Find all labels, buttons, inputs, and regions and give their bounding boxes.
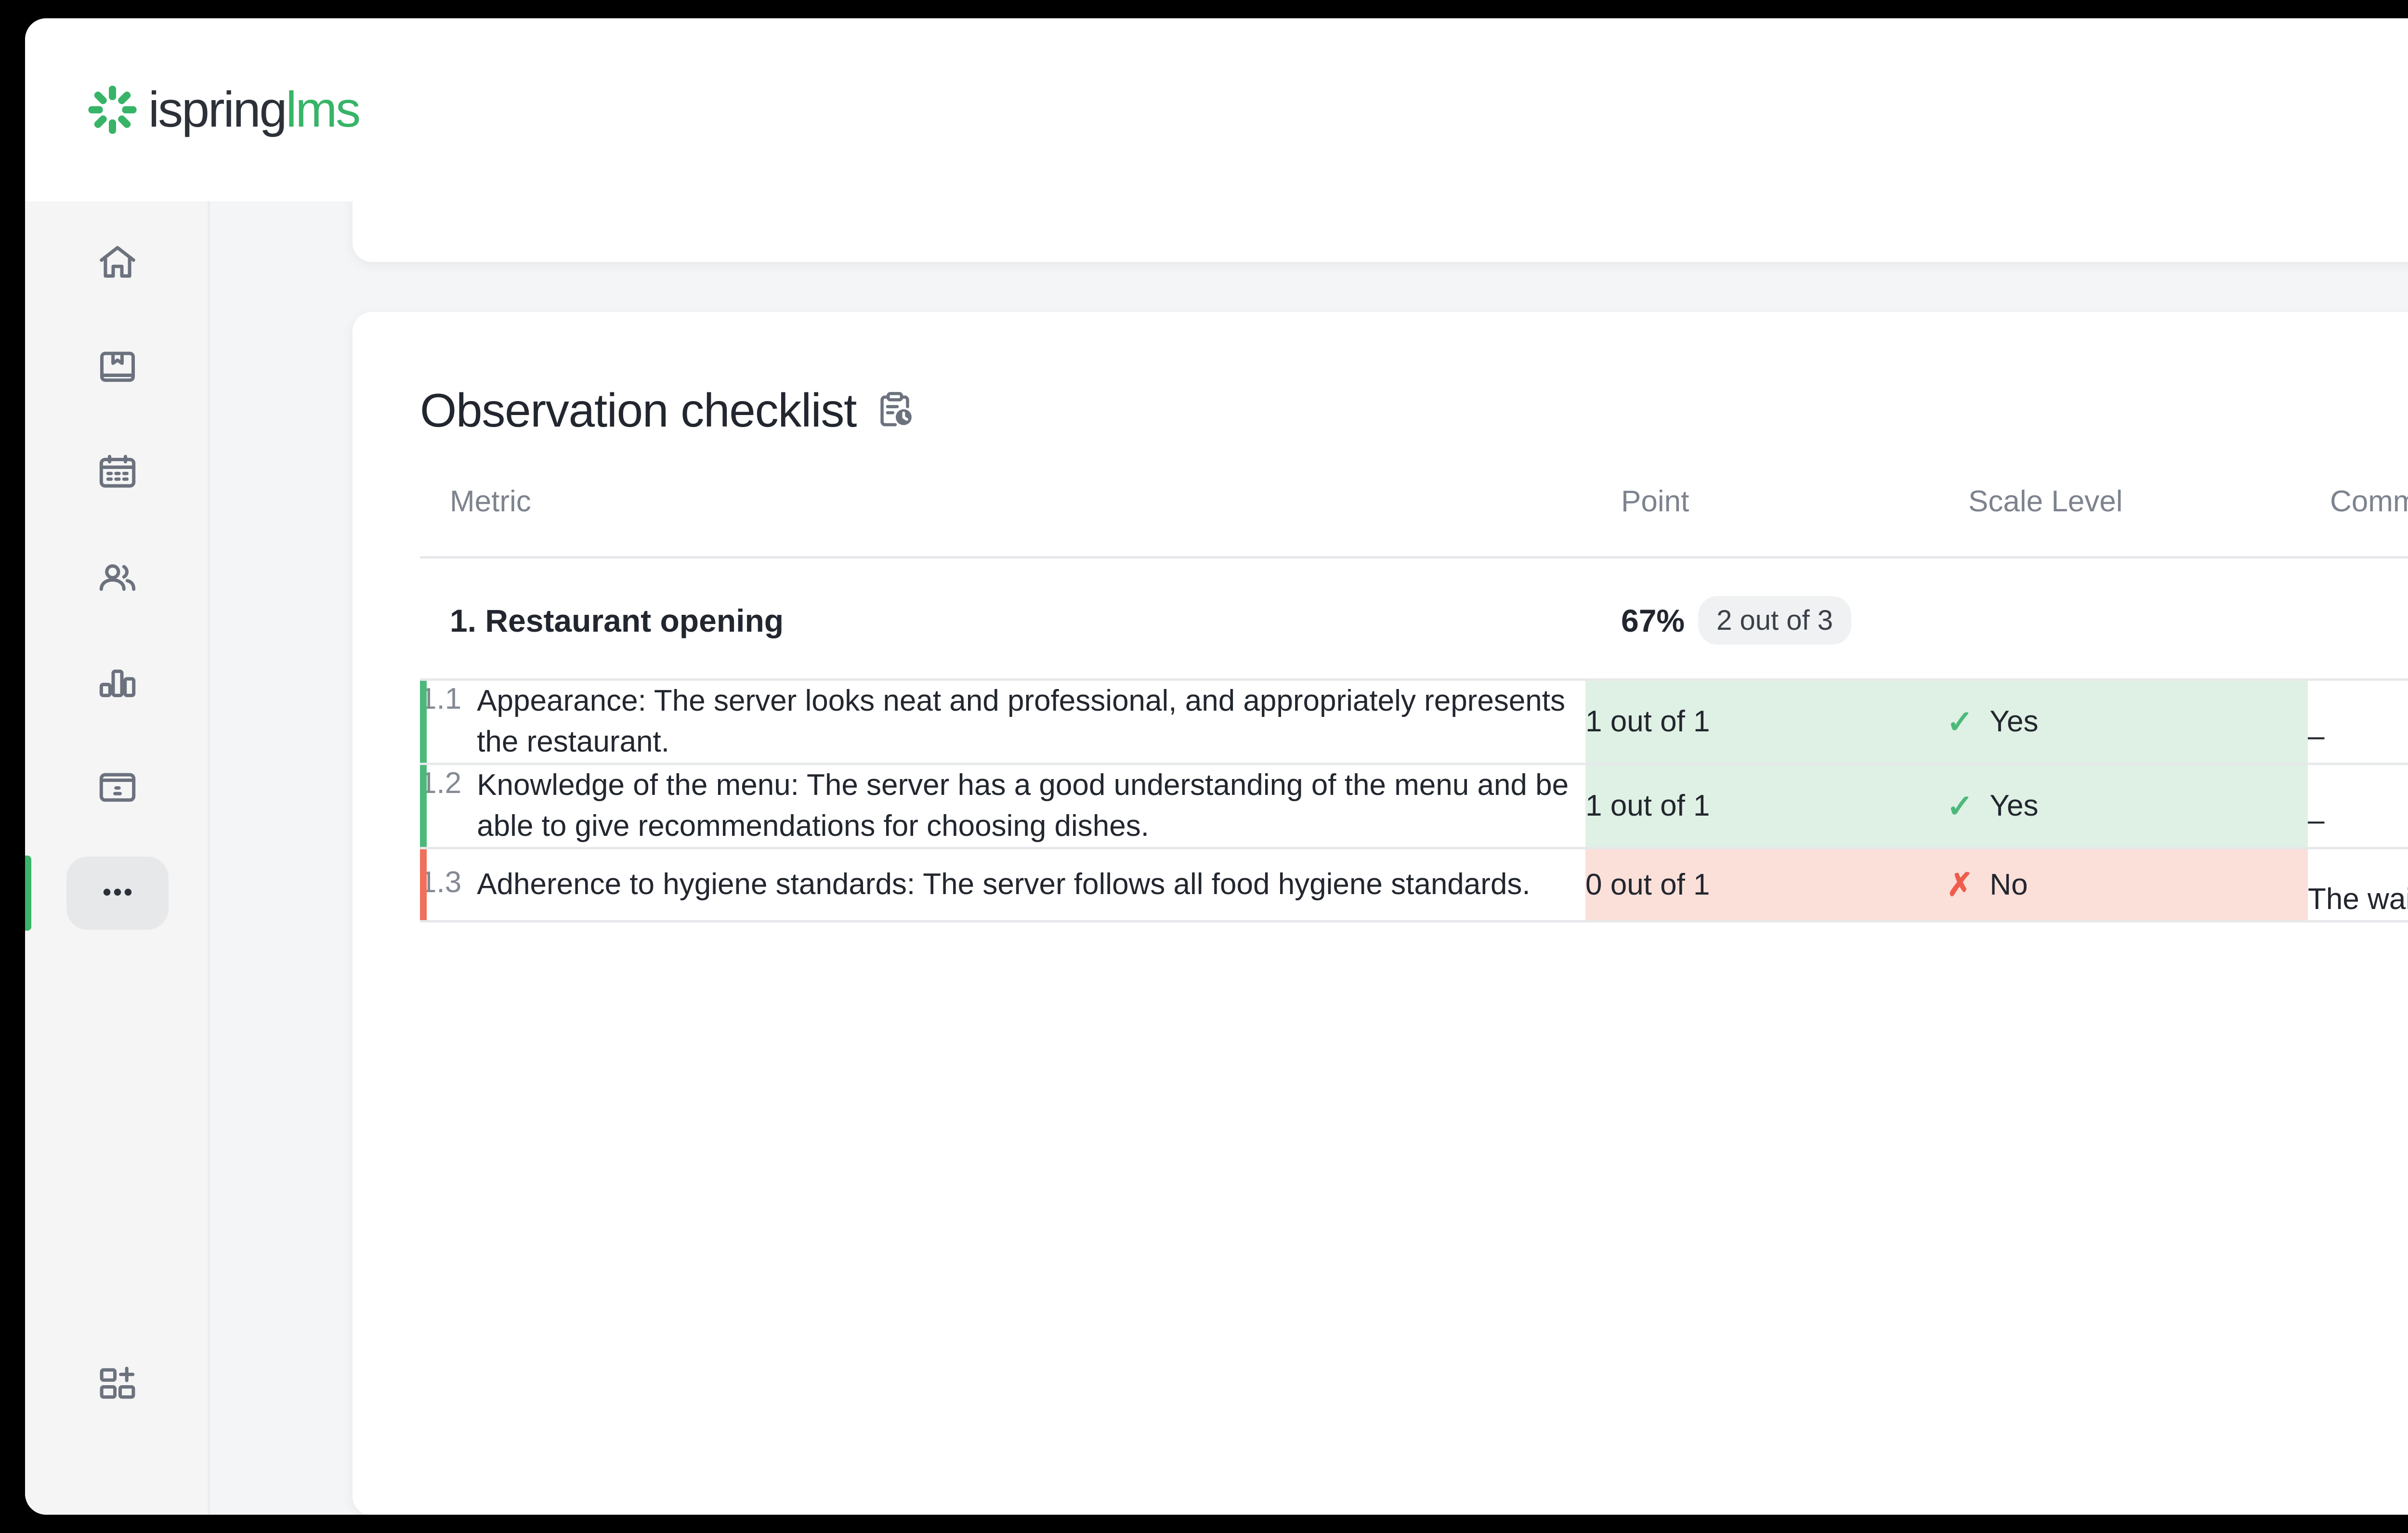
scale-level-value: No <box>1989 868 2028 901</box>
metric-cell: 1.3 Adherence to hygiene standards: The … <box>420 848 1585 922</box>
scale-level-cell: ✓ Yes <box>1947 679 2308 765</box>
metric-number: 1.3 <box>420 865 462 899</box>
brand-name-dark: ispring <box>148 81 287 138</box>
comments-cell: – <box>2308 679 2408 765</box>
main-content: Observation checklist <box>210 201 2408 1515</box>
section-score-cell: 67% 2 out of 3 <box>1585 557 2408 681</box>
sidebar-secondary-nav <box>25 1333 210 1438</box>
scale-level-value: Yes <box>1989 705 2039 739</box>
bar-chart-icon <box>95 660 140 707</box>
sidebar-item-more[interactable] <box>25 841 210 946</box>
row-status-accent <box>420 681 427 763</box>
sidebar-item-add-app[interactable] <box>25 1333 210 1438</box>
clipboard-clock-icon <box>873 389 917 433</box>
brand-name-green: lms <box>286 81 361 138</box>
column-header-comments: Comments <box>2308 476 2408 559</box>
section-title: 1. Restaurant opening <box>450 602 784 638</box>
metric-text: Adherence to hygiene standards: The serv… <box>477 867 1531 901</box>
calendar-icon <box>95 450 140 497</box>
metric-text: Knowledge of the menu: The server has a … <box>477 768 1569 843</box>
comments-cell: The waiter didn't use a tray to carry fo… <box>2308 848 2408 922</box>
metric-cell: 1.1 Appearance: The server looks neat an… <box>420 679 1585 765</box>
status-badge: 2 out of 3 <box>1698 596 1851 645</box>
previous-card-partial <box>353 201 2408 262</box>
metric-cell: 1.2 Knowledge of the menu: The server ha… <box>420 764 1585 849</box>
checklist-title-group: Observation checklist <box>420 383 917 438</box>
brand-logo[interactable]: ispringlms <box>87 81 361 139</box>
point-cell: 0 out of 1 <box>1585 848 1947 922</box>
table-header: Metric Point Scale Level Comments <box>420 476 2408 559</box>
column-header-scale: Scale Level <box>1947 476 2308 559</box>
check-icon: ✓ <box>1947 703 1974 740</box>
sidebar-item-news[interactable] <box>25 736 210 841</box>
page-title: Observation checklist <box>420 384 857 437</box>
section-title-cell: 1. Restaurant opening <box>420 557 1585 681</box>
metric-number: 1.1 <box>420 682 462 715</box>
point-cell: 1 out of 1 <box>1585 679 1947 765</box>
brand-wordmark: ispringlms <box>148 81 361 139</box>
column-header-metric: Metric <box>420 476 1585 559</box>
book-icon <box>95 345 140 392</box>
metric-text: Appearance: The server looks neat and pr… <box>477 684 1565 758</box>
comment-text: The waiter didn't use a tray to carry fo… <box>2308 882 2408 916</box>
body-area: Observation checklist <box>25 201 2408 1515</box>
ellipsis-icon <box>95 870 140 917</box>
row-status-accent <box>420 765 427 847</box>
observation-checklist-table: Metric Point Scale Level Comments 1. Res… <box>420 476 2408 922</box>
sidebar <box>25 201 210 1515</box>
comment-text: – <box>2308 719 2325 753</box>
sidebar-item-reports[interactable] <box>25 631 210 736</box>
scale-level-cell: ✗ No <box>1947 848 2308 922</box>
check-icon: ✓ <box>1947 788 1974 824</box>
table-row: 1.1 Appearance: The server looks neat an… <box>420 679 2408 765</box>
sidebar-item-courses[interactable] <box>25 316 210 421</box>
cross-icon: ✗ <box>1947 867 1974 903</box>
point-cell: 1 out of 1 <box>1585 764 1947 849</box>
users-icon <box>95 555 140 602</box>
table-row: 1.3 Adherence to hygiene standards: The … <box>420 848 2408 922</box>
add-app-icon <box>95 1362 140 1409</box>
app-window: ispringlms <box>25 18 2408 1515</box>
metric-number: 1.2 <box>420 766 462 800</box>
comment-text: – <box>2308 804 2325 837</box>
column-header-point: Point <box>1585 476 1947 559</box>
top-bar: ispringlms <box>25 18 2408 201</box>
section-percent: 67% <box>1621 602 1685 638</box>
news-icon <box>95 765 140 812</box>
comments-cell: – <box>2308 764 2408 849</box>
observation-checklist-card: Observation checklist <box>353 312 2408 1515</box>
sidebar-item-calendar[interactable] <box>25 421 210 526</box>
section-row: 1. Restaurant opening 67% 2 out of 3 <box>420 557 2408 681</box>
scale-level-cell: ✓ Yes <box>1947 764 2308 849</box>
home-icon <box>95 240 140 287</box>
scale-level-value: Yes <box>1989 789 2039 823</box>
table-row: 1.2 Knowledge of the menu: The server ha… <box>420 764 2408 849</box>
sidebar-item-home[interactable] <box>25 211 210 316</box>
row-status-accent <box>420 849 427 920</box>
table-body: 1. Restaurant opening 67% 2 out of 3 <box>420 557 2408 922</box>
sidebar-item-users[interactable] <box>25 526 210 631</box>
ispring-logo-icon <box>87 84 138 135</box>
sidebar-primary-nav <box>25 201 208 946</box>
